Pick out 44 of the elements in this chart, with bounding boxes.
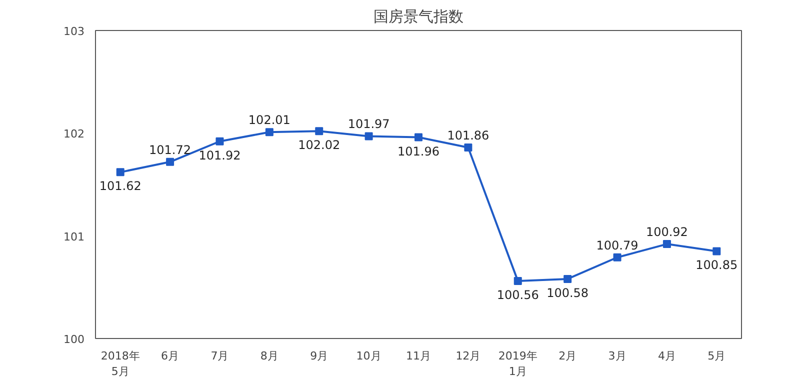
data-label: 100.92 — [646, 225, 688, 240]
x-tick-label: 8月 — [260, 350, 278, 362]
x-tick-label: 2月 — [558, 350, 577, 362]
y-tick-label: 103 — [64, 25, 85, 38]
data-label: 101.97 — [348, 117, 390, 132]
point — [564, 274, 572, 283]
point — [166, 158, 174, 166]
data-label: 102.01 — [248, 113, 290, 128]
x-tick-label: 6月 — [161, 350, 180, 362]
x-tick-label: 12月 — [456, 350, 481, 362]
data-label: 100.56 — [496, 288, 539, 302]
x-tick-label: 5月 — [708, 350, 726, 362]
point — [116, 168, 124, 176]
y-tick-label: 102 — [64, 128, 85, 141]
data-label: 102.02 — [298, 138, 340, 152]
data-label: 101.96 — [398, 144, 440, 158]
point — [613, 253, 622, 262]
point — [315, 127, 324, 136]
data-label: 101.92 — [198, 148, 241, 162]
x-tick-label: 7月 — [210, 350, 229, 362]
point — [514, 277, 522, 286]
x-tick-label: 9月 — [310, 350, 328, 362]
y-tick-label: 100 — [64, 333, 85, 346]
data-label: 101.86 — [447, 128, 490, 143]
data-label: 100.58 — [546, 286, 589, 300]
x-tick-label: 10月 — [356, 350, 382, 362]
point — [464, 144, 472, 152]
point — [265, 128, 274, 136]
x-tick-label: 3月 — [608, 350, 626, 362]
y-tick-label: 101 — [64, 230, 85, 244]
data-label: 101.72 — [149, 142, 192, 157]
data-label: 101.62 — [99, 179, 142, 194]
point — [216, 137, 224, 146]
x-tick-label: 2018年 5月 — [100, 350, 140, 378]
x-tick-label: 2019年 1月 — [498, 350, 538, 378]
point — [712, 247, 721, 256]
x-tick-label: 11月 — [406, 350, 431, 362]
data-label: 100.79 — [596, 238, 638, 252]
point — [662, 240, 671, 248]
point — [414, 133, 422, 142]
data-label: 100.85 — [696, 258, 738, 272]
x-tick-label: 4月 — [658, 350, 676, 362]
point — [364, 132, 373, 140]
chart-title: 国房景气指数 — [374, 8, 464, 26]
